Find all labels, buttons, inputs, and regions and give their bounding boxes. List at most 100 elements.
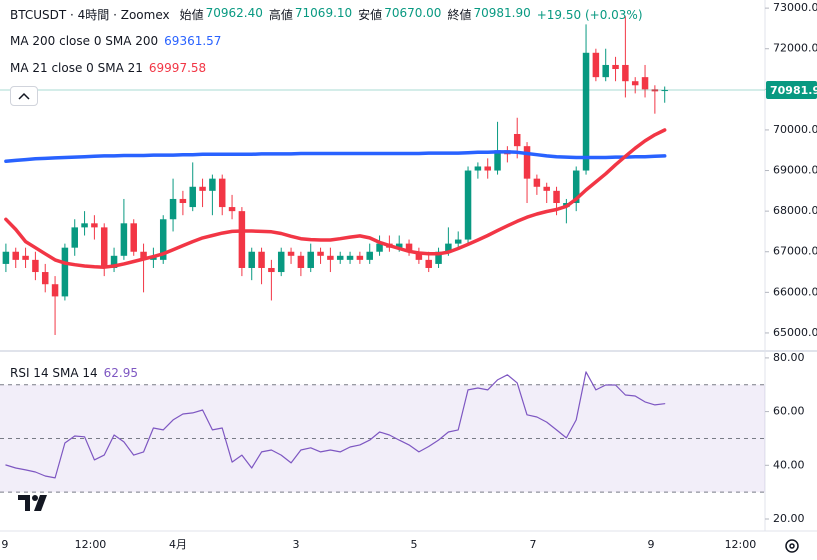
candle-body xyxy=(51,284,59,297)
ohlc-label: 終値 xyxy=(447,8,472,22)
candle-body xyxy=(238,211,246,268)
candle-body xyxy=(12,251,19,260)
candle-body xyxy=(81,223,88,228)
rsi-legend[interactable]: RSI 14 SMA 14 62.95 xyxy=(10,366,138,380)
x-tick-label: 3 xyxy=(292,538,299,551)
candle-body xyxy=(120,223,128,256)
candle-body xyxy=(582,52,590,171)
candle-body xyxy=(189,186,196,208)
rsi-value: 62.95 xyxy=(103,366,139,380)
symbol-legend: BTCUSDT · 4時間 · Zoomex 始値 70962.40 高値 71069… xyxy=(10,6,643,23)
ma-value: 69997.58 xyxy=(148,61,207,75)
candle-body xyxy=(464,170,472,240)
y-tick-label: 40.00 xyxy=(773,458,805,471)
candle-body xyxy=(130,223,137,252)
candle-body xyxy=(395,243,403,248)
y-tick-label: 20.00 xyxy=(773,512,805,525)
series-line xyxy=(4,128,667,269)
candle-body xyxy=(32,259,39,273)
ohlc-value: 71069.10 xyxy=(294,6,353,20)
candle-body xyxy=(277,251,285,273)
candle-body xyxy=(612,64,619,70)
ohlc-value: 70962.40 xyxy=(205,6,263,20)
candle-body xyxy=(435,251,442,264)
candle-body xyxy=(651,89,659,92)
candle-body xyxy=(297,255,305,268)
y-tick-label: 66000.00 xyxy=(773,285,817,298)
rsi-band xyxy=(0,384,765,493)
y-tick-label: 80.00 xyxy=(773,351,805,364)
y-tick-label: 67000.00 xyxy=(773,245,817,258)
candle-body xyxy=(543,186,550,191)
candle-body xyxy=(287,251,295,256)
candle-body xyxy=(179,198,187,204)
y-tick-label: 70000.00 xyxy=(773,123,817,136)
ohlc-label: 安値 xyxy=(358,8,383,22)
candle-body xyxy=(553,190,560,204)
candle-body xyxy=(523,146,531,179)
y-tick-label: 73000.00 xyxy=(773,1,817,14)
candle-body xyxy=(218,178,226,208)
candle-body xyxy=(602,64,609,78)
symbol[interactable]: BTCUSDT · 4時間 · Zoomex xyxy=(10,8,170,22)
candle-body xyxy=(405,243,413,252)
x-tick-label: 4月 xyxy=(169,538,187,551)
candle-body xyxy=(641,77,649,90)
candle-body xyxy=(140,251,147,260)
candle-body xyxy=(159,219,167,260)
ohlc-label: 高値 xyxy=(268,8,293,22)
candle-body xyxy=(661,90,668,92)
tradingview-logo[interactable] xyxy=(16,491,52,513)
candle-body xyxy=(317,251,324,256)
candle-body xyxy=(41,272,49,285)
candle-body xyxy=(445,243,452,252)
candle-body xyxy=(376,243,383,252)
candle-body xyxy=(307,251,314,268)
candle-body xyxy=(61,247,69,297)
candle-body xyxy=(336,255,344,260)
candle-body xyxy=(622,64,629,82)
candle-body xyxy=(100,227,108,268)
y-tick-label: 69000.00 xyxy=(773,164,817,177)
candle-body xyxy=(454,239,462,244)
x-tick-label: 5 xyxy=(410,538,417,551)
x-tick-label: 9 xyxy=(1,538,8,551)
candle-body xyxy=(199,186,206,191)
chevron-icon xyxy=(18,92,30,100)
candle-body xyxy=(91,223,98,228)
collapse-button[interactable] xyxy=(10,86,38,106)
ohlc-label: 始値 xyxy=(179,8,204,22)
candle-body xyxy=(572,170,580,204)
x-tick-label: 9 xyxy=(647,538,654,551)
candle-body xyxy=(592,52,600,78)
candle-body xyxy=(71,227,78,248)
series-line xyxy=(4,150,667,163)
ohlc-value: 70670.00 xyxy=(384,6,442,20)
y-tick-label: 72000.00 xyxy=(773,42,817,55)
candle-body xyxy=(356,255,364,260)
change: +19.50 (+0.03%) xyxy=(536,7,643,22)
ohlc: 始値 70962.40 高値 71069.10 安値 70670.00 終値 70981.90 xyxy=(176,6,531,23)
candle-body xyxy=(22,255,29,260)
candle-body xyxy=(366,251,373,260)
last-price-tag xyxy=(766,81,817,100)
candle-body xyxy=(228,207,236,212)
candle-body xyxy=(2,251,10,264)
candle-body xyxy=(110,255,118,268)
series-line xyxy=(5,371,666,479)
settings-icon[interactable] xyxy=(783,537,801,555)
candle-body xyxy=(513,133,521,147)
ma-legend[interactable]: MA 21 close 0 SMA 21 69997.58 xyxy=(10,61,206,75)
y-tick-label: 60.00 xyxy=(773,405,805,418)
candle-body xyxy=(631,81,639,86)
y-tick-label: 65000.00 xyxy=(773,326,817,339)
candle-body xyxy=(425,259,432,268)
ma-name: MA 200 close 0 SMA 200 xyxy=(10,34,159,48)
last-price-label: 70981.90 xyxy=(770,84,817,97)
ma-legend[interactable]: MA 200 close 0 SMA 200 69361.57 xyxy=(10,34,221,48)
candle-body xyxy=(415,251,423,260)
candle-body xyxy=(169,198,177,220)
candle-body xyxy=(346,255,354,260)
